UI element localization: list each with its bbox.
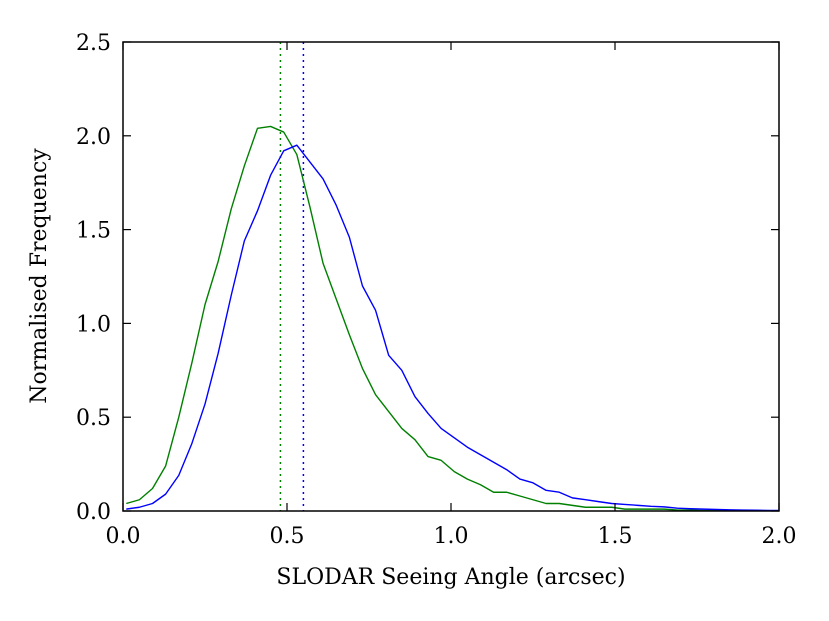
y-tick-label: 2.0 — [76, 125, 111, 150]
y-tick-label: 1.0 — [76, 312, 111, 337]
x-tick-label: 1.0 — [434, 524, 469, 549]
y-tick-label: 1.5 — [76, 219, 111, 244]
plot-layer — [126, 42, 779, 512]
green-series-line — [126, 125, 779, 512]
y-tick-label: 0.0 — [76, 500, 111, 525]
x-tick-label: 0.0 — [106, 524, 141, 549]
y-tick-label: 0.5 — [76, 406, 111, 431]
tick-layer: 0.0 0.5 1.0 1.5 2.0 0.0 0.5 1.0 1.5 2.0 2.5 — [76, 31, 797, 549]
y-axis-label: Normalised Frequency — [27, 148, 52, 404]
x-axis-label: SLODAR Seeing Angle (arcsec) — [276, 565, 625, 590]
y-tick-label: 2.5 — [76, 31, 111, 56]
x-tick-label: 1.5 — [598, 524, 633, 549]
blue-series-line — [126, 144, 779, 512]
x-tick-label: 0.5 — [270, 524, 305, 549]
x-tick-label: 2.0 — [762, 524, 797, 549]
plot-frame — [122, 41, 780, 512]
